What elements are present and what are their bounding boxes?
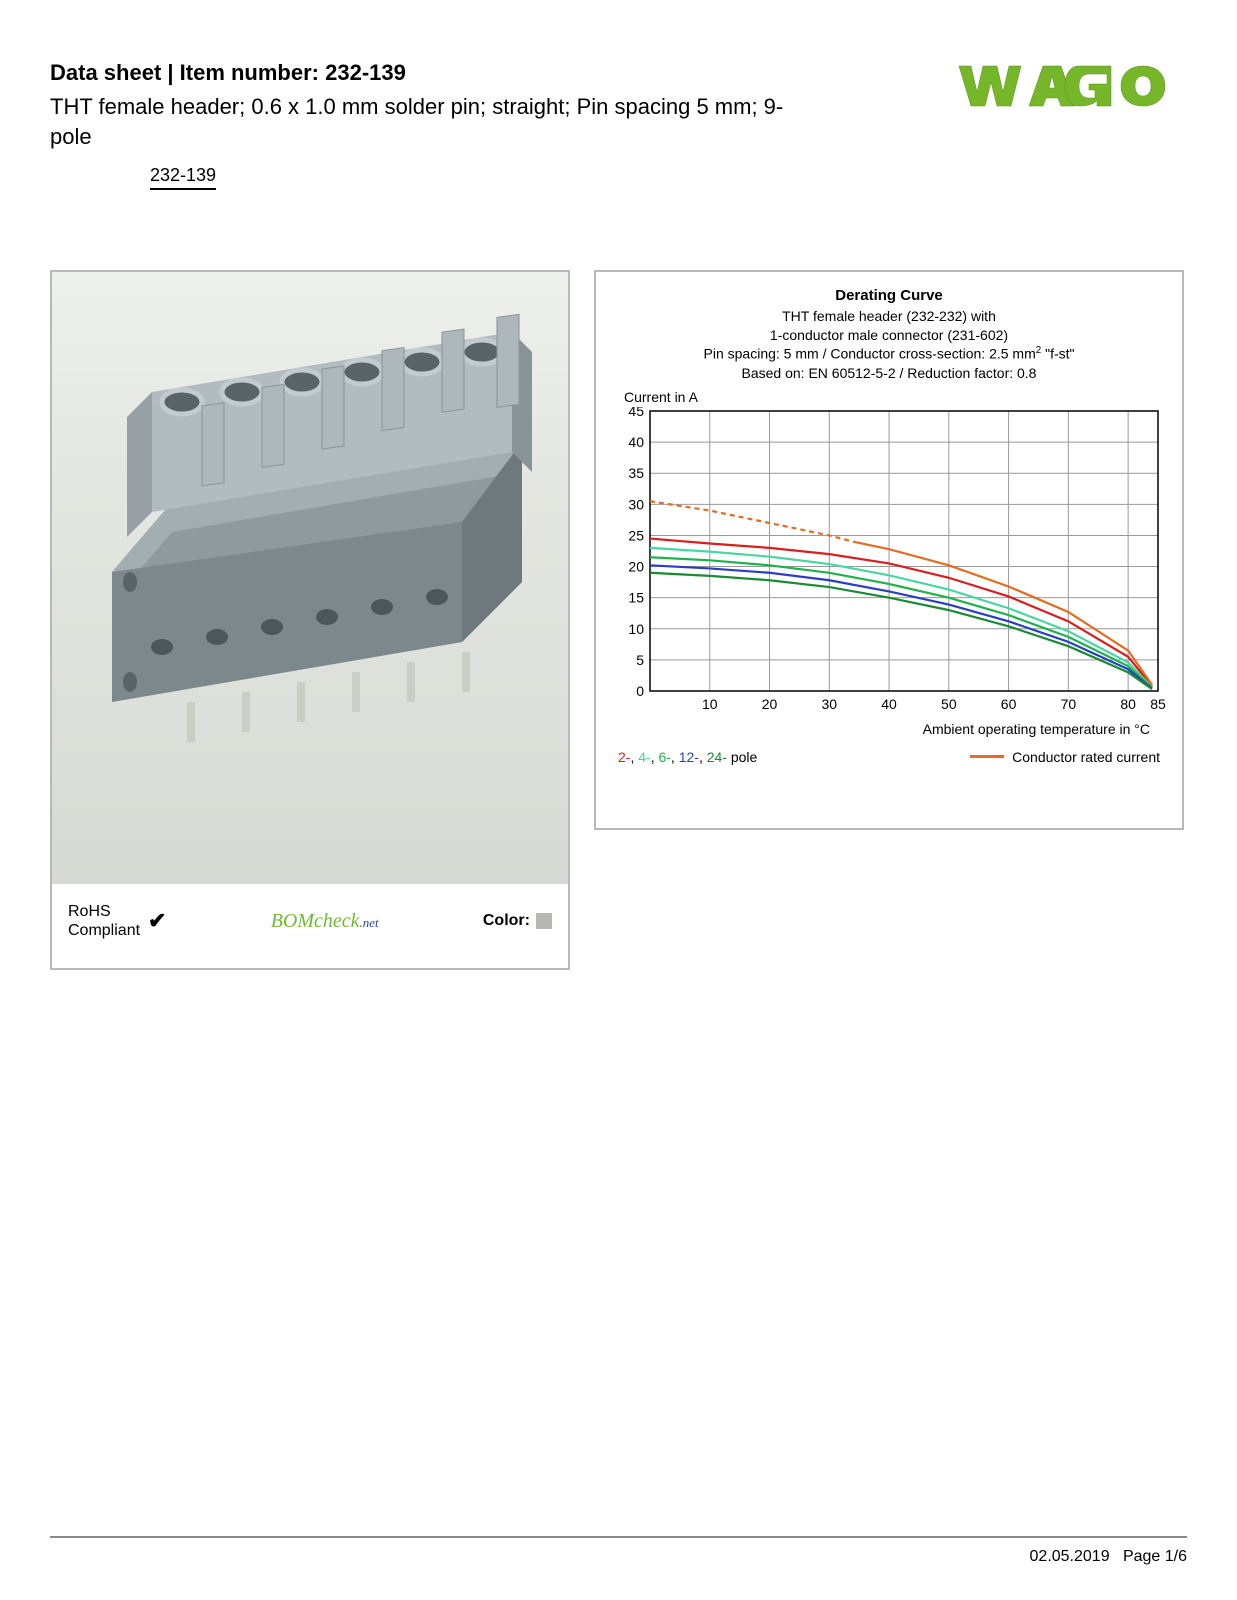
svg-text:60: 60 xyxy=(1001,696,1017,712)
page-header: Data sheet | Item number: 232-139 THT fe… xyxy=(50,60,1187,151)
svg-text:10: 10 xyxy=(628,621,644,637)
legend-conductor-label: Conductor rated current xyxy=(1012,749,1160,765)
bomcheck-label: BOMcheck xyxy=(271,910,360,932)
item-number: 232-139 xyxy=(325,60,406,85)
svg-text:30: 30 xyxy=(628,496,644,512)
svg-text:80: 80 xyxy=(1120,696,1136,712)
svg-text:40: 40 xyxy=(628,434,644,450)
subtitle: THT female header; 0.6 x 1.0 mm solder p… xyxy=(50,92,810,151)
color-label: Color: xyxy=(483,912,530,930)
rohs-line1: RoHS xyxy=(68,902,140,921)
svg-text:0: 0 xyxy=(636,683,644,699)
x-axis-label: Ambient operating temperature in °C xyxy=(614,721,1164,737)
footer-page: Page 1/6 xyxy=(1123,1548,1187,1565)
svg-text:5: 5 xyxy=(636,652,644,668)
svg-text:50: 50 xyxy=(941,696,957,712)
svg-text:35: 35 xyxy=(628,465,644,481)
chart-header: Derating Curve THT female header (232-23… xyxy=(614,286,1164,382)
svg-text:85: 85 xyxy=(1150,696,1166,712)
chart-panel: Derating Curve THT female header (232-23… xyxy=(594,270,1184,830)
bomcheck-badge: BOMcheck.net xyxy=(271,910,379,933)
svg-text:40: 40 xyxy=(881,696,897,712)
footer-date: 02.05.2019 xyxy=(1030,1548,1110,1565)
legend-series: 2-, 4-, 6-, 12-, 24- pole xyxy=(618,749,757,765)
page-footer: 02.05.2019 Page 1/6 xyxy=(50,1536,1187,1566)
content-row: RoHS Compliant ✔ BOMcheck.net Color: Der… xyxy=(50,270,1187,970)
bomcheck-suffix: .net xyxy=(360,915,379,930)
chart-line3: Pin spacing: 5 mm / Conductor cross-sect… xyxy=(614,344,1164,364)
chart-title: Derating Curve xyxy=(614,286,1164,306)
chart-plot: 0 5 10 15 20 25 30 35 40 45 10 20 30 40 50 60 70 80 85 xyxy=(614,407,1164,717)
title-line: Data sheet | Item number: 232-139 xyxy=(50,60,937,86)
badges-row: RoHS Compliant ✔ BOMcheck.net Color: xyxy=(52,884,568,968)
svg-text:15: 15 xyxy=(628,590,644,606)
chart-line1: THT female header (232-232) with xyxy=(614,307,1164,326)
svg-text:20: 20 xyxy=(628,558,644,574)
svg-text:30: 30 xyxy=(822,696,838,712)
chart-line2: 1-conductor male connector (231-602) xyxy=(614,326,1164,345)
product-panel: RoHS Compliant ✔ BOMcheck.net Color: xyxy=(50,270,570,970)
rohs-badge: RoHS Compliant ✔ xyxy=(68,902,166,940)
legend-row: 2-, 4-, 6-, 12-, 24- pole Conductor rate… xyxy=(614,749,1164,765)
svg-text:45: 45 xyxy=(628,407,644,419)
legend-line-icon xyxy=(970,755,1004,758)
header-text-block: Data sheet | Item number: 232-139 THT fe… xyxy=(50,60,937,151)
svg-text:70: 70 xyxy=(1061,696,1077,712)
chart-line4: Based on: EN 60512-5-2 / Reduction facto… xyxy=(614,364,1164,383)
title-prefix: Data sheet | Item number: xyxy=(50,60,325,85)
svg-text:20: 20 xyxy=(762,696,778,712)
rohs-line2: Compliant xyxy=(68,921,140,940)
check-icon: ✔ xyxy=(148,908,166,934)
legend-conductor: Conductor rated current xyxy=(970,749,1160,765)
color-swatch xyxy=(536,913,552,929)
color-badge: Color: xyxy=(483,912,552,930)
svg-text:10: 10 xyxy=(702,696,718,712)
y-axis-label: Current in A xyxy=(614,389,1164,405)
wago-logo xyxy=(957,60,1187,112)
product-image xyxy=(52,272,568,884)
svg-text:25: 25 xyxy=(628,527,644,543)
part-number-link[interactable]: 232-139 xyxy=(150,165,216,190)
